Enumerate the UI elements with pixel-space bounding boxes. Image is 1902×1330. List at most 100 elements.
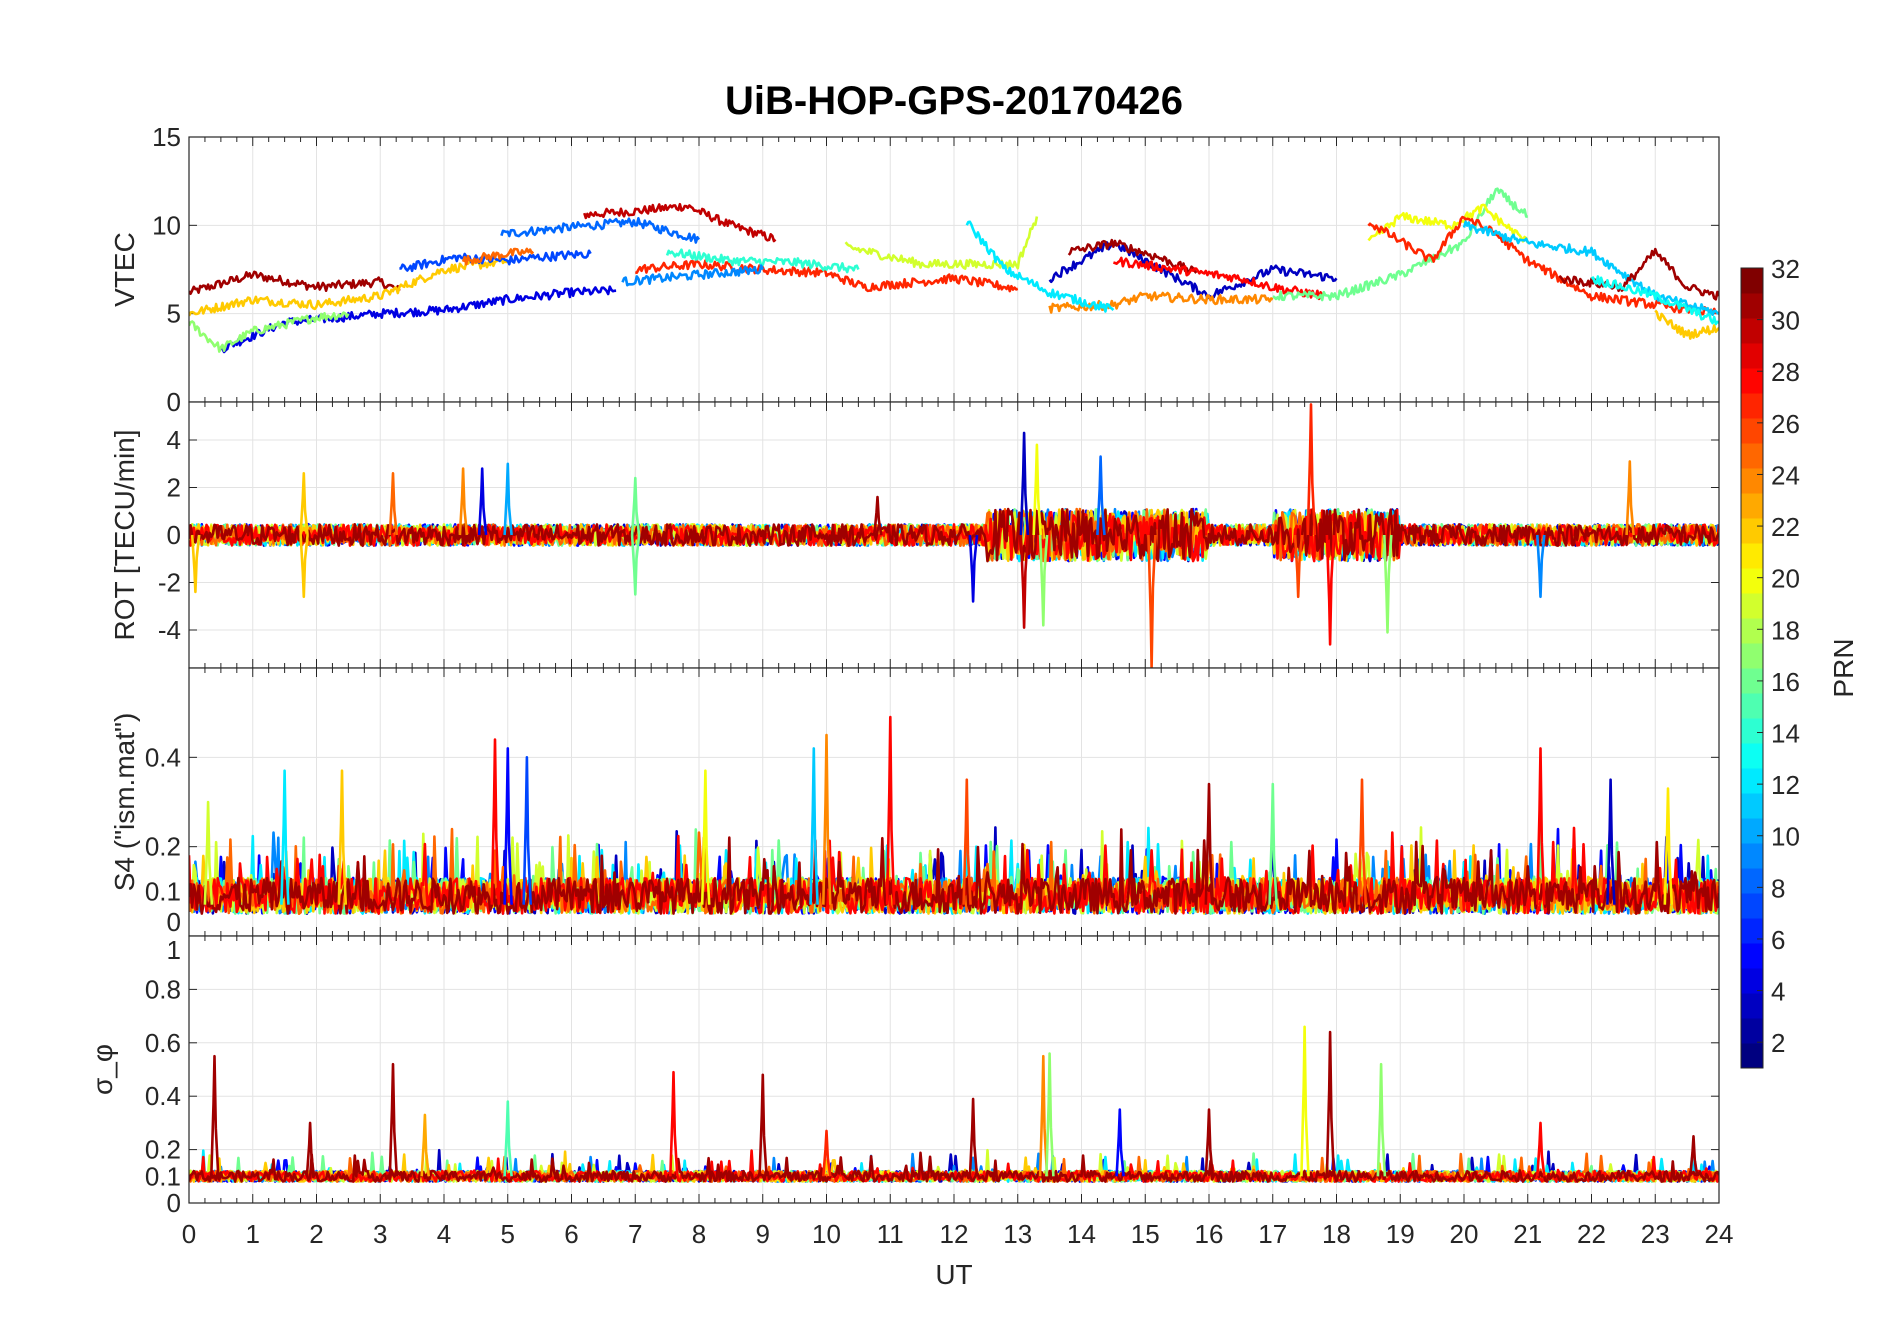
spike-prn-17 (1376, 1062, 1387, 1177)
noise-trace-prn-31 (189, 1151, 1719, 1183)
spike-prn-31 (1204, 782, 1215, 905)
spike-prn-27 (1306, 403, 1317, 536)
colorbar-level (1741, 768, 1763, 794)
spike-prn-24 (1625, 460, 1635, 536)
colorbar-level (1741, 843, 1763, 869)
colorbar-level (1741, 968, 1763, 994)
vtec-trace-prn-24 (1048, 291, 1274, 314)
x-tick-label: 23 (1641, 1219, 1670, 1249)
vtec-trace-prn-25 (461, 247, 535, 266)
colorbar-level (1741, 818, 1763, 844)
x-tick-label: 15 (1131, 1219, 1160, 1249)
spike-prn-20 (1300, 1025, 1310, 1177)
colorbar-level (1741, 318, 1763, 344)
spike-prn-28 (669, 1070, 679, 1177)
noise-trace-prn-28 (189, 826, 1719, 915)
spike-prn-3 (1606, 778, 1616, 905)
x-axis-label: UT (935, 1259, 972, 1290)
x-tick-label: 20 (1450, 1219, 1479, 1249)
y-tick-label: 10 (152, 210, 181, 240)
spike-prn-25 (388, 472, 399, 536)
colorbar-tick-label: 26 (1771, 409, 1800, 439)
vtec-trace-prn-11 (1462, 220, 1719, 316)
x-tick-label: 6 (564, 1219, 578, 1249)
y-tick-label: 0.2 (145, 832, 181, 862)
spike-prn-3 (1019, 431, 1030, 536)
panel-3: 00.10.2 0.4 0.6 0.8 1 σ_φ (87, 935, 1720, 1218)
y-tick-label: 4 (167, 425, 181, 455)
y-axis-label: VTEC (109, 232, 140, 307)
colorbar-level (1741, 593, 1763, 619)
spike-prn-20 (700, 769, 711, 905)
spike-prn-28 (490, 738, 501, 905)
x-tick-label: 5 (501, 1219, 515, 1249)
panel-0: 0 5 10 15 VTEC (109, 122, 1720, 417)
vtec-trace-prn-22 (189, 256, 509, 317)
y-tick-label: 2 (167, 473, 181, 503)
vtec-trace-prn-31 (189, 270, 401, 295)
spike-prn-31 (1689, 1135, 1699, 1177)
colorbar-tick-label: 18 (1771, 615, 1800, 645)
spike-prn-4 (477, 467, 488, 536)
spike-prn-23 (420, 1113, 430, 1177)
vtec-trace-prn-22 (1654, 309, 1719, 340)
colorbar-tick-label: 28 (1771, 357, 1800, 387)
spike-prn-24 (458, 467, 469, 536)
y-tick-label: -2 (158, 568, 181, 598)
spike-prn-15 (503, 1100, 513, 1177)
y-tick-label: 0.1 (145, 1161, 181, 1191)
x-tick-label: 13 (1003, 1219, 1032, 1249)
spike-prn-31 (388, 1062, 399, 1177)
x-tick-label: 2 (309, 1219, 323, 1249)
colorbar-tick-label: 10 (1771, 822, 1800, 852)
colorbar-level (1741, 618, 1763, 644)
noise-trace-prn-31 (189, 828, 1719, 915)
colorbar-level (1741, 743, 1763, 769)
colorbar-box (1740, 267, 1764, 1069)
colorbar-level (1741, 368, 1763, 394)
colorbar-label: PRN (1828, 638, 1859, 697)
vtec-trace-prn-20 (1367, 203, 1530, 244)
vtec-trace-prn-17 (189, 311, 350, 353)
colorbar-tick-label: 32 (1771, 254, 1800, 284)
vtec-trace-prn-28 (1113, 256, 1325, 301)
data-traces (189, 403, 1719, 668)
spike-prn-10 (503, 462, 513, 536)
spike-prn-21 (1663, 787, 1674, 905)
vtec-trace-prn-8 (500, 217, 701, 244)
x-tick-label: 4 (437, 1219, 451, 1249)
spike-prn-5 (1115, 1108, 1125, 1177)
data-traces (189, 187, 1719, 354)
y-tick-label: 5 (167, 299, 181, 329)
colorbar-tick-label: 14 (1771, 719, 1800, 749)
colorbar-level (1741, 943, 1763, 969)
x-tick-label: 1 (246, 1219, 260, 1249)
panel-1: -4 -2 0 2 4 ROT [TECU/min] (109, 401, 1720, 669)
spike-prn-8 (1096, 455, 1106, 536)
spike-prn-22 (299, 472, 309, 536)
panel-2: 00.1 0.2 0.4S4 ("ism.mat") (109, 667, 1720, 937)
spike-prn-12 (280, 769, 290, 905)
spike-prn-4 (968, 534, 979, 603)
x-tick-label: 16 (1195, 1219, 1224, 1249)
colorbar-tick-label: 2 (1771, 1028, 1785, 1058)
colorbar-level (1741, 493, 1763, 519)
x-tick-label: 19 (1386, 1219, 1415, 1249)
colorbar-level (1741, 993, 1763, 1019)
colorbar-level (1741, 543, 1763, 569)
spike-prn-31 (968, 1097, 979, 1177)
x-tick-label: 12 (940, 1219, 969, 1249)
vtec-trace-prn-30 (583, 202, 777, 243)
spike-prn-31 (758, 1073, 768, 1177)
y-tick-label: 0.4 (145, 742, 181, 772)
noise-trace-prn-31 (189, 507, 1719, 563)
colorbar-level (1741, 343, 1763, 369)
spike-prn-31 (1204, 1108, 1215, 1177)
spike-prn-26 (1357, 778, 1368, 905)
colorbar-tick-label: 30 (1771, 306, 1800, 336)
colorbar-level (1741, 568, 1763, 594)
colorbar-level (1741, 1018, 1763, 1044)
